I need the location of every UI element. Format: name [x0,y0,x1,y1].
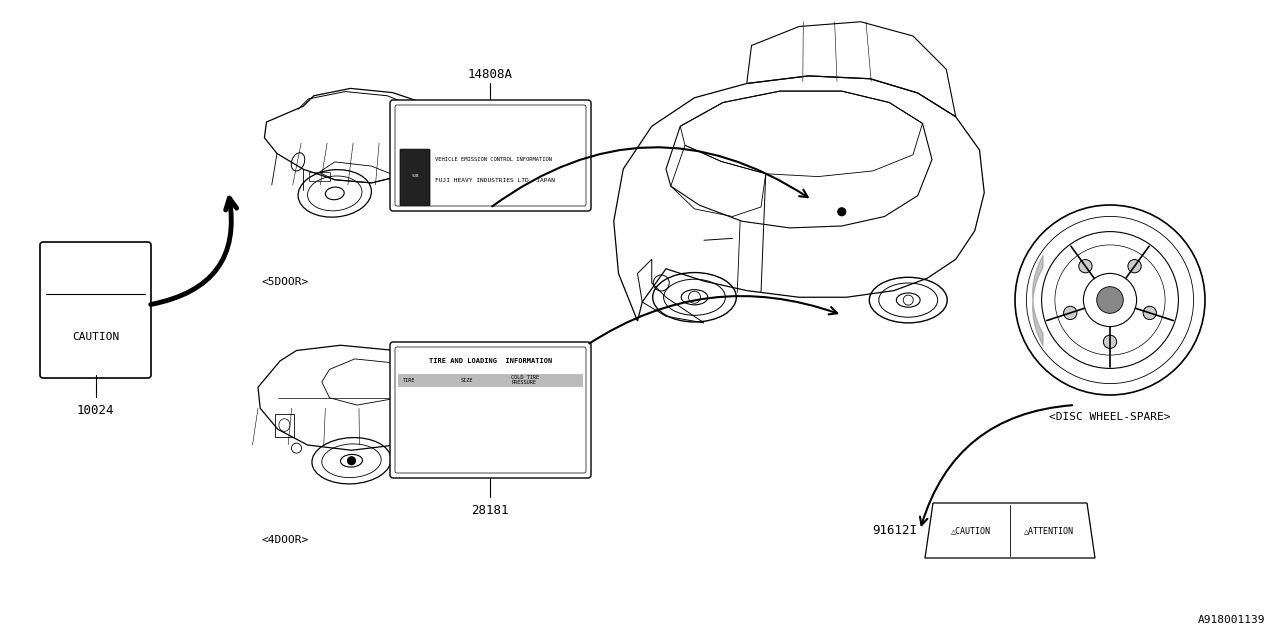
Text: TIRE AND LOADING  INFORMATION: TIRE AND LOADING INFORMATION [429,358,552,364]
Circle shape [404,355,417,367]
Circle shape [1097,287,1124,314]
Text: <DISC WHEEL-SPARE>: <DISC WHEEL-SPARE> [1050,412,1171,422]
Text: 28181: 28181 [471,504,508,516]
Circle shape [347,457,356,465]
FancyBboxPatch shape [399,149,430,205]
Text: TIRE: TIRE [403,378,416,383]
FancyBboxPatch shape [390,342,591,478]
Text: VEHICLE EMISSION CONTROL INFORMATION: VEHICLE EMISSION CONTROL INFORMATION [435,157,552,162]
Text: <4DOOR>: <4DOOR> [261,535,308,545]
Circle shape [1128,260,1142,273]
Text: CAUTION: CAUTION [72,332,119,342]
Text: FUJI HEAVY INDUSTRIES LTD. JAPAN: FUJI HEAVY INDUSTRIES LTD. JAPAN [435,178,556,183]
Circle shape [1103,335,1116,348]
Text: △CAUTION: △CAUTION [951,526,991,535]
Circle shape [837,208,846,216]
Text: 10024: 10024 [77,403,114,417]
Text: △ATTENTION: △ATTENTION [1024,526,1074,535]
FancyBboxPatch shape [390,100,591,211]
Text: COLD TIRE
PRESSURE: COLD TIRE PRESSURE [511,374,539,385]
Text: 91612I: 91612I [872,524,916,537]
Text: <5DOOR>: <5DOOR> [261,277,308,287]
Circle shape [399,349,422,372]
Bar [398,374,582,387]
Circle shape [1079,260,1092,273]
Text: SIZE: SIZE [461,378,474,383]
Circle shape [1064,307,1076,319]
Text: SUB: SUB [411,174,419,179]
Circle shape [1143,307,1156,319]
Text: 14808A: 14808A [467,68,512,81]
Text: A918001139: A918001139 [1198,615,1265,625]
